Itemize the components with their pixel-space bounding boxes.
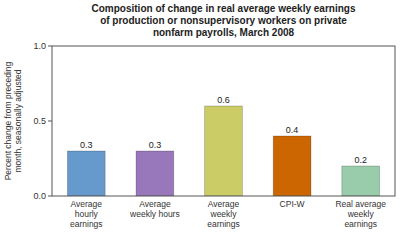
text-line: weekly — [347, 209, 375, 219]
data-labels: 0.3 0.3 0.6 0.4 0.2 — [80, 95, 367, 165]
text-line: Average — [139, 199, 171, 209]
data-label: 0.3 — [80, 140, 93, 150]
bars — [67, 106, 379, 196]
x-axis: AveragehourlyearningsAverageweekly hours… — [70, 199, 386, 229]
text-line: earnings — [70, 219, 103, 229]
y-tick-label: 0.0 — [33, 191, 46, 201]
text-line: Real average — [335, 199, 386, 209]
plot-frame — [52, 46, 395, 196]
data-label: 0.4 — [286, 125, 299, 135]
text-line: weekly — [210, 209, 238, 219]
y-axis: 0.0 0.5 1.0 — [33, 41, 52, 201]
data-label: 0.6 — [217, 95, 230, 105]
y-tick — [48, 46, 52, 47]
x-tick-label: Real averageweeklyearnings — [335, 199, 386, 229]
text-line: Composition of change in real average we… — [92, 3, 356, 14]
x-tick-label: Averageweeklyearnings — [207, 199, 240, 229]
y-tick-label: 0.5 — [33, 116, 46, 126]
y-axis-label: Percent change from precedingmonth, seas… — [3, 61, 23, 180]
bar — [136, 151, 174, 196]
text-line: month, seasonally adjusted — [13, 69, 23, 172]
bar — [205, 106, 243, 196]
y-tick-label: 1.0 — [33, 41, 46, 51]
data-label: 0.2 — [354, 155, 367, 165]
x-tick-label: CPI-W — [280, 199, 305, 209]
chart-title: Composition of change in real average we… — [92, 3, 356, 38]
text-line: CPI-W — [280, 199, 305, 209]
text-line: hourly — [75, 209, 99, 219]
y-tick — [48, 196, 52, 197]
data-label: 0.3 — [149, 140, 162, 150]
bar — [67, 151, 105, 196]
x-tick-label: Averagehourlyearnings — [70, 199, 103, 229]
text-line: earnings — [344, 219, 377, 229]
text-line: nonfarm payrolls, March 2008 — [153, 27, 295, 38]
bar — [342, 166, 380, 196]
text-line: earnings — [207, 219, 240, 229]
bar — [273, 136, 311, 196]
text-line: Average — [208, 199, 240, 209]
y-tick — [48, 121, 52, 122]
text-line: Percent change from preceding — [3, 61, 13, 180]
text-line: weekly hours — [129, 209, 180, 219]
x-tick-label: Averageweekly hours — [129, 199, 180, 219]
text-line: Average — [71, 199, 103, 209]
chart-svg: Composition of change in real average we… — [0, 0, 401, 238]
chart-container: Composition of change in real average we… — [0, 0, 401, 238]
text-line: of production or nonsupervisory workers … — [100, 15, 347, 26]
